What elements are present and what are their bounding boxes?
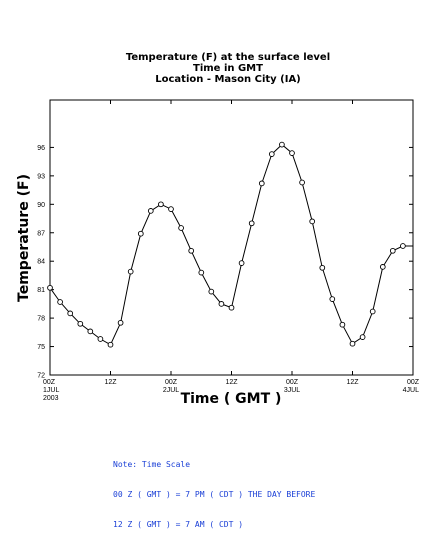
data-point <box>258 180 265 187</box>
data-point <box>349 340 356 347</box>
data-point <box>87 328 94 335</box>
chart-title: Temperature (F) at the surface level <box>126 52 330 63</box>
note-line-3: 12 Z ( GMT ) = 7 AM ( CDT ) <box>113 520 244 529</box>
x-tick-label: 2JUL <box>163 387 179 394</box>
x-tick-label: 00Z <box>165 379 178 386</box>
y-tick-label: 93 <box>37 173 45 180</box>
y-tick-label: 81 <box>37 287 45 294</box>
x-tick-label: 3JUL <box>284 387 300 394</box>
temperature-line <box>49 143 413 346</box>
data-point <box>238 260 245 266</box>
data-point <box>117 319 124 326</box>
y-tick-label: 84 <box>37 259 45 266</box>
data-point <box>309 218 316 225</box>
y-tick-label: 90 <box>37 202 45 209</box>
data-point <box>168 206 174 212</box>
data-point <box>67 310 74 317</box>
x-tick-label: 12Z <box>225 379 238 386</box>
data-point <box>369 308 376 315</box>
x-axis-label: Time ( GMT ) <box>181 391 282 407</box>
x-tick-label: 00Z <box>407 379 420 386</box>
chart-subtitle-time: Time in GMT <box>193 63 263 74</box>
note-line-2: 00 Z ( GMT ) = 7 PM ( CDT ) THE DAY BEFO… <box>113 490 316 499</box>
data-point <box>268 151 275 157</box>
data-point <box>299 179 305 186</box>
x-tick-label: 2003 <box>43 395 59 402</box>
data-point <box>208 288 215 295</box>
y-tick-label: 78 <box>37 316 45 323</box>
data-point <box>137 230 144 237</box>
y-tick-label: 87 <box>37 230 45 237</box>
x-tick-label: 00Z <box>286 379 299 386</box>
data-point <box>77 320 84 327</box>
data-point <box>127 268 134 275</box>
temperature-points <box>47 141 406 348</box>
y-axis-ticks: 72 75 78 81 84 87 90 93 96 <box>37 145 413 380</box>
data-point <box>359 334 366 340</box>
data-point <box>389 247 396 254</box>
data-point <box>178 225 184 231</box>
data-point <box>248 220 255 227</box>
data-point <box>97 336 104 342</box>
y-axis-label: Temperature (F) <box>16 174 32 302</box>
data-point <box>47 284 53 291</box>
data-point <box>198 269 205 276</box>
data-point <box>279 141 285 148</box>
x-tick-label: 00Z <box>43 379 56 386</box>
y-tick-label: 72 <box>37 373 45 380</box>
chart-subtitle-location: Location - Mason City (IA) <box>155 74 301 85</box>
data-point <box>379 264 386 270</box>
data-point <box>329 296 336 302</box>
data-point <box>147 208 154 214</box>
y-tick-label: 96 <box>37 145 45 152</box>
data-point <box>158 201 164 208</box>
data-point <box>319 264 326 271</box>
x-tick-label: 1JUL <box>43 387 59 394</box>
time-scale-note: Note: Time Scale 00 Z ( GMT ) = 7 PM ( C… <box>113 440 315 540</box>
data-point <box>400 243 406 249</box>
data-point <box>339 321 346 328</box>
x-tick-label: 4JUL <box>403 387 419 394</box>
data-point <box>188 247 195 254</box>
data-point <box>289 150 295 156</box>
data-point <box>228 304 235 311</box>
y-tick-label: 75 <box>37 344 45 351</box>
x-tick-label: 12Z <box>104 379 117 386</box>
data-point <box>107 341 114 348</box>
data-point <box>57 299 63 305</box>
x-tick-label: 12Z <box>346 379 359 386</box>
plot-frame <box>49 99 414 376</box>
note-line-1: Note: Time Scale <box>113 460 191 469</box>
data-point <box>218 301 225 307</box>
